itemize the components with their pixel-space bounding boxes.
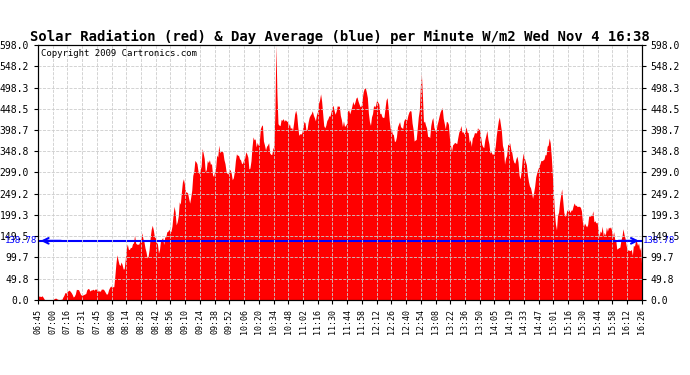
Text: 138.78: 138.78	[643, 236, 675, 245]
Text: Copyright 2009 Cartronics.com: Copyright 2009 Cartronics.com	[41, 49, 197, 58]
Text: 138.78: 138.78	[5, 236, 37, 245]
Title: Solar Radiation (red) & Day Average (blue) per Minute W/m2 Wed Nov 4 16:38: Solar Radiation (red) & Day Average (blu…	[30, 30, 650, 44]
